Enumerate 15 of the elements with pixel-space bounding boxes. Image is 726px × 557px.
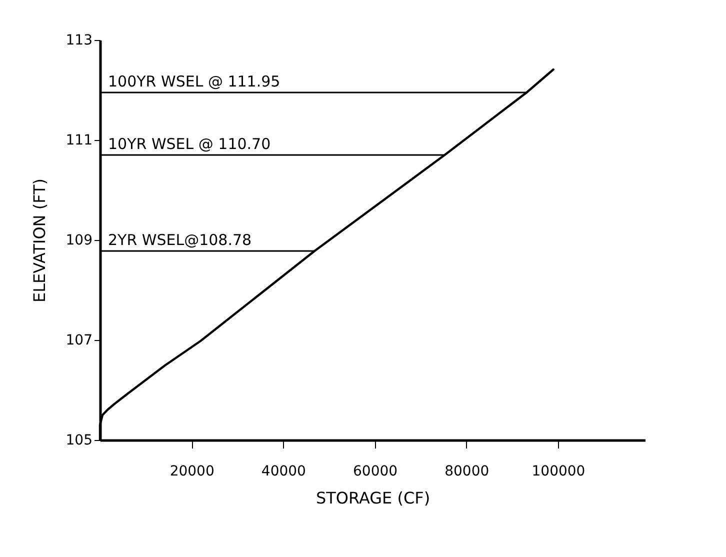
ref-line-label: 100YR WSEL @ 111.95 bbox=[108, 72, 280, 90]
x-tick-label: 20000 bbox=[170, 464, 214, 480]
x-tick-label: 40000 bbox=[261, 464, 306, 480]
x-tick-label: 100000 bbox=[532, 464, 586, 480]
ref-line-label: 10YR WSEL @ 110.70 bbox=[108, 135, 271, 153]
x-tick-label: 80000 bbox=[444, 464, 490, 480]
y-tick-label: 113 bbox=[66, 32, 92, 48]
y-tick-label: 107 bbox=[66, 332, 92, 348]
y-axis-title: ELEVATION (FT) bbox=[30, 178, 49, 303]
x-axis-title: STORAGE (CF) bbox=[316, 488, 430, 508]
y-tick-label: 109 bbox=[66, 232, 92, 248]
x-tick-label: 60000 bbox=[353, 464, 398, 480]
y-tick-label: 105 bbox=[66, 432, 92, 448]
y-tick-label: 111 bbox=[66, 132, 92, 148]
ref-line-label: 2YR WSEL@108.78 bbox=[108, 231, 252, 249]
